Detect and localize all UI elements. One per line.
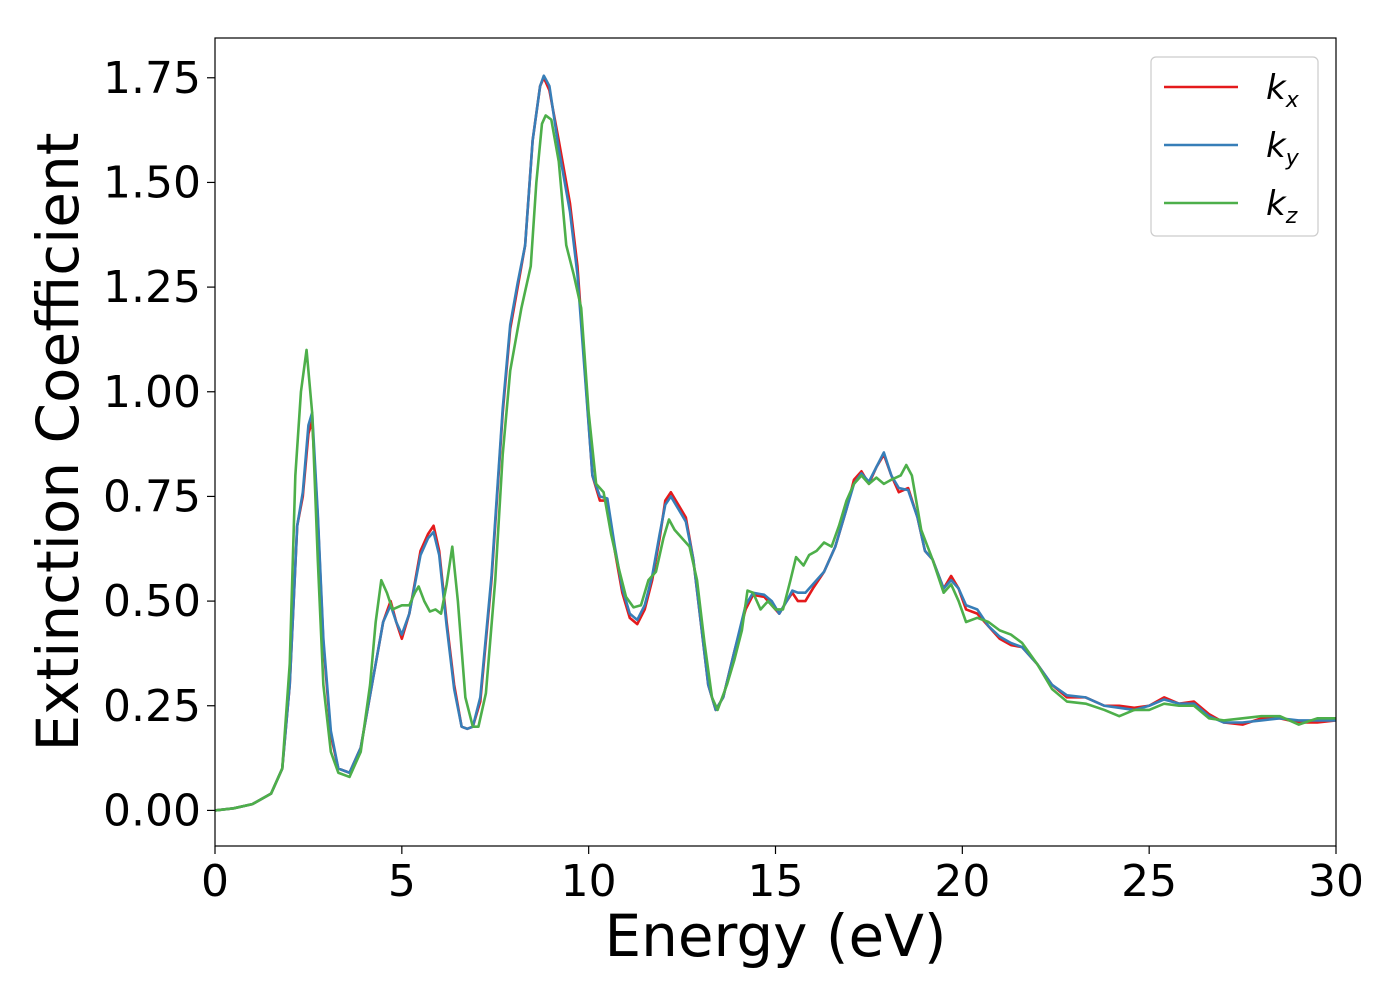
y-tick-label: 1.00 xyxy=(103,367,201,418)
x-tick-label: 5 xyxy=(388,856,416,907)
legend-box xyxy=(1150,56,1319,237)
y-axis-ticks: 0.00 0.25 0.50 0.75 1.00 1.25 1.50 1.75 xyxy=(103,53,215,836)
y-tick-label: 0.75 xyxy=(103,471,201,522)
legend-label-ky: ky xyxy=(1266,126,1300,171)
legend-label-kx: kx xyxy=(1266,68,1300,113)
x-axis-title: Energy (eV) xyxy=(604,902,946,970)
y-tick-label: 1.75 xyxy=(103,53,201,104)
x-axis-ticks: 0 5 10 15 20 25 30 xyxy=(201,846,1364,907)
x-tick-label: 10 xyxy=(561,856,617,907)
y-tick-label: 0.00 xyxy=(103,785,201,836)
y-tick-label: 1.50 xyxy=(103,157,201,208)
x-tick-label: 30 xyxy=(1308,856,1364,907)
series-line-kz xyxy=(215,114,1336,812)
x-tick-label: 20 xyxy=(934,856,990,907)
y-axis-title: Extinction Coefficient xyxy=(24,133,92,752)
y-tick-label: 0.50 xyxy=(103,576,201,627)
x-tick-label: 0 xyxy=(201,856,229,907)
y-tick-label: 1.25 xyxy=(103,262,201,313)
series-line-ky xyxy=(215,74,1336,812)
y-tick-label: 0.25 xyxy=(103,681,201,732)
legend: kx ky kz xyxy=(1150,56,1319,237)
plot-lines xyxy=(215,74,1336,812)
x-tick-label: 25 xyxy=(1121,856,1177,907)
x-tick-label: 15 xyxy=(748,856,804,907)
legend-label-kz: kz xyxy=(1266,184,1298,229)
